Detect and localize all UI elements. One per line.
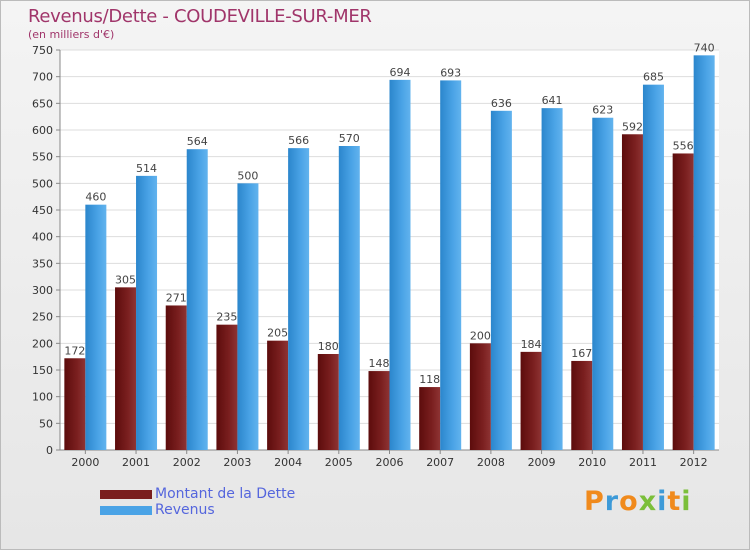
data-label-revenus: 570	[339, 132, 360, 145]
data-label-revenus: 564	[187, 135, 208, 148]
data-label-revenus: 460	[85, 191, 106, 204]
legend-label-revenus: Revenus	[155, 502, 215, 518]
bar-dette	[368, 371, 390, 450]
bar-revenus	[237, 183, 259, 451]
y-tick-label: 500	[32, 177, 53, 190]
x-tick-label: 2002	[173, 456, 201, 469]
legend-swatch-dette	[100, 490, 152, 499]
x-tick-label: 2003	[223, 456, 251, 469]
bar-dette	[317, 354, 339, 450]
data-label-revenus: 566	[288, 134, 309, 147]
bar-revenus	[642, 84, 664, 451]
y-tick-label: 0	[46, 444, 53, 457]
x-tick-label: 2005	[325, 456, 353, 469]
x-tick-label: 2007	[426, 456, 454, 469]
data-label-revenus: 740	[694, 41, 715, 54]
legend-label-dette: Montant de la Dette	[155, 486, 296, 502]
data-label-dette: 184	[521, 338, 542, 351]
chart-subtitle: (en milliers d'€)	[28, 28, 115, 41]
x-tick-label: 2004	[274, 456, 302, 469]
y-tick-label: 650	[32, 97, 53, 110]
data-label-revenus: 623	[592, 104, 613, 117]
bar-revenus	[338, 146, 360, 450]
bar-dette	[571, 360, 593, 450]
bar-revenus	[85, 204, 107, 450]
logo-letter: o	[619, 486, 639, 517]
x-tick-label: 2001	[122, 456, 150, 469]
bar-revenus	[440, 80, 462, 451]
data-label-dette: 205	[267, 327, 288, 340]
x-tick-label: 2006	[376, 456, 404, 469]
bar-dette	[419, 387, 441, 450]
logo-letter: x	[638, 486, 658, 517]
data-label-dette: 592	[622, 120, 643, 133]
data-label-revenus: 641	[542, 94, 563, 107]
data-label-dette: 556	[673, 139, 694, 152]
y-tick-label: 700	[32, 71, 53, 84]
chart-title: Revenus/Dette - COUDEVILLE-SUR-MER	[28, 6, 372, 27]
bar-dette	[216, 324, 238, 450]
data-label-dette: 200	[470, 329, 491, 342]
bar-dette	[520, 351, 542, 450]
bar-revenus	[389, 79, 411, 450]
bar-revenus	[592, 117, 614, 450]
y-tick-label: 350	[32, 257, 53, 270]
data-label-dette: 148	[369, 357, 390, 370]
data-label-dette: 235	[216, 311, 237, 324]
y-tick-label: 300	[32, 284, 53, 297]
bar-dette	[621, 134, 643, 450]
bar-dette	[672, 153, 694, 450]
y-tick-label: 750	[32, 44, 53, 57]
bar-revenus	[136, 175, 158, 450]
x-tick-label: 2000	[71, 456, 99, 469]
data-label-revenus: 685	[643, 71, 664, 84]
data-label-revenus: 694	[390, 66, 411, 79]
logo-letter: i	[657, 486, 668, 517]
data-label-dette: 180	[318, 340, 339, 353]
data-label-revenus: 500	[237, 169, 258, 182]
bar-dette	[469, 343, 491, 450]
y-tick-label: 150	[32, 364, 53, 377]
data-label-dette: 305	[115, 273, 136, 286]
bar-revenus	[541, 108, 563, 450]
data-label-dette: 167	[571, 347, 592, 360]
logo-letter: P	[584, 486, 605, 517]
logo-letter: t	[667, 486, 682, 517]
bar-dette	[115, 287, 137, 450]
bar-dette	[165, 305, 187, 450]
data-label-dette: 118	[419, 373, 440, 386]
data-label-dette: 172	[64, 344, 85, 357]
x-tick-label: 2008	[477, 456, 505, 469]
x-tick-label: 2010	[578, 456, 606, 469]
bar-revenus	[490, 110, 512, 451]
data-label-revenus: 693	[440, 66, 461, 79]
data-label-revenus: 636	[491, 97, 512, 110]
y-tick-label: 250	[32, 311, 53, 324]
legend-swatch-revenus	[100, 506, 152, 515]
y-tick-label: 50	[39, 417, 53, 430]
bar-dette	[267, 340, 289, 450]
x-tick-label: 2011	[629, 456, 657, 469]
logo-letter: r	[604, 486, 620, 517]
proxiti-logo: Proxiti	[584, 486, 692, 517]
data-label-dette: 271	[166, 291, 187, 304]
x-tick-label: 2009	[528, 456, 556, 469]
y-tick-label: 550	[32, 151, 53, 164]
bar-revenus	[693, 55, 715, 450]
bar-revenus	[288, 148, 310, 450]
y-tick-label: 600	[32, 124, 53, 137]
y-tick-label: 100	[32, 391, 53, 404]
data-label-revenus: 514	[136, 162, 157, 175]
y-tick-label: 400	[32, 231, 53, 244]
bar-revenus	[186, 149, 208, 450]
y-tick-label: 200	[32, 337, 53, 350]
x-tick-label: 2012	[680, 456, 708, 469]
y-tick-label: 450	[32, 204, 53, 217]
bar-dette	[64, 358, 86, 450]
logo-letter: i	[681, 486, 692, 517]
